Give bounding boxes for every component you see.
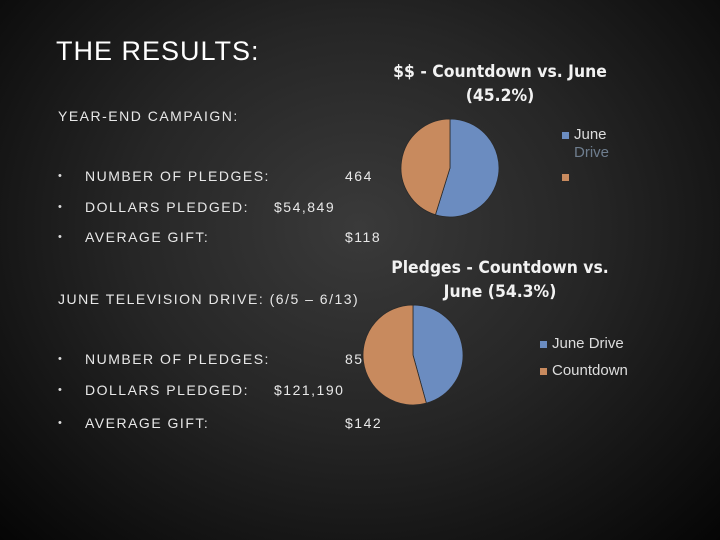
dollars-chart-title-line2: (45.2%) xyxy=(465,86,535,106)
year-end-average-label: AVERAGE GIFT: xyxy=(85,229,210,245)
pledges-chart-title-line2: June (54.3%) xyxy=(443,282,557,302)
legend-label-countdown: Countdown xyxy=(552,362,628,379)
pie-slice-june-drive xyxy=(412,304,464,404)
year-end-pledges-value: 464 xyxy=(345,168,373,184)
year-end-dollars-value: $54,849 xyxy=(274,199,336,215)
year-end-pledges-label: NUMBER OF PLEDGES: xyxy=(85,168,270,184)
year-end-average-value: $118 xyxy=(345,229,382,245)
june-average-value: $142 xyxy=(345,415,383,431)
dollars-chart-title: $$ - Countdown vs. June (45.2%) xyxy=(371,60,629,108)
legend-label-drive: Drive xyxy=(574,144,610,161)
pledges-pie-chart xyxy=(362,304,464,406)
bullet-icon: • xyxy=(58,201,62,213)
pledges-chart-title-line1: Pledges - Countdown vs. xyxy=(391,258,609,278)
year-end-heading: YEAR-END CAMPAIGN: xyxy=(58,108,239,124)
dollars-chart-title-line1: $$ - Countdown vs. June xyxy=(393,62,607,82)
june-average-label: AVERAGE GIFT: xyxy=(85,415,210,431)
pie-slice-june-drive xyxy=(434,118,500,218)
legend-swatch-countdown xyxy=(540,367,547,375)
bullet-icon: • xyxy=(58,231,62,243)
year-end-dollars-label: DOLLARS PLEDGED: xyxy=(85,199,250,215)
legend-item-countdown: Countdown xyxy=(540,357,628,384)
pie-slice-countdown xyxy=(400,118,451,216)
bullet-icon: • xyxy=(58,417,62,429)
slide-title: THE RESULTS: xyxy=(56,36,260,66)
legend-swatch-countdown xyxy=(562,173,569,181)
june-dollars-value: $121,190 xyxy=(274,382,345,398)
june-drive-heading: JUNE TELEVISION DRIVE: (6/5 – 6/13) xyxy=(58,291,360,307)
pledges-chart-legend: June Drive Countdown xyxy=(540,330,628,384)
legend-swatch-june-drive xyxy=(540,340,547,348)
bullet-icon: • xyxy=(58,170,62,182)
bullet-icon: • xyxy=(58,384,62,396)
dollars-chart-legend: June Drive xyxy=(562,126,609,186)
legend-swatch-june-drive xyxy=(562,131,569,139)
legend-item-june-drive: June Drive xyxy=(540,330,628,357)
legend-label-june: June xyxy=(574,126,607,143)
pie-slice-countdown xyxy=(362,304,427,406)
june-pledges-label: NUMBER OF PLEDGES: xyxy=(85,351,270,367)
june-dollars-label: DOLLARS PLEDGED: xyxy=(85,382,250,398)
pledges-chart-title: Pledges - Countdown vs. June (54.3%) xyxy=(376,256,624,304)
legend-item-june-drive: June xyxy=(562,126,609,144)
legend-item-countdown xyxy=(562,168,609,186)
dollars-pie-chart xyxy=(400,118,500,218)
bullet-icon: • xyxy=(58,353,62,365)
legend-label-june-drive: June Drive xyxy=(552,335,624,352)
